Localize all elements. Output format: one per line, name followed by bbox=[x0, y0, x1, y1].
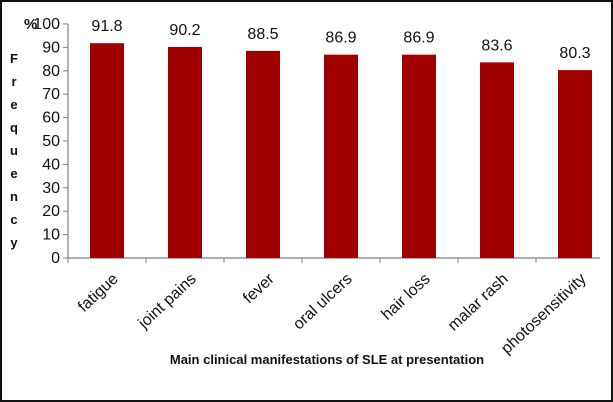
value-label-joint-pains: 90.2 bbox=[169, 22, 200, 39]
y-axis-title-letter: y bbox=[10, 235, 18, 250]
y-axis-title-letter: e bbox=[10, 166, 17, 181]
category-label-oral-ulcers: oral ulcers bbox=[290, 270, 356, 333]
y-axis: 0 10 20 30 40 50 60 70 80 90 100 bbox=[33, 16, 69, 267]
y-axis-title-letter: c bbox=[10, 212, 17, 227]
x-axis-ticks bbox=[67, 258, 537, 263]
y-tick-label: 80 bbox=[42, 63, 60, 80]
y-axis-title-letter: n bbox=[10, 189, 18, 204]
bar-fever bbox=[246, 50, 280, 258]
y-tick-label: 100 bbox=[33, 16, 60, 33]
y-axis-title-letter: q bbox=[10, 120, 18, 135]
value-labels: 91.8 90.2 88.5 86.9 86.9 83.6 80.3 bbox=[91, 18, 590, 62]
bars bbox=[90, 43, 592, 259]
x-axis bbox=[67, 257, 600, 263]
y-tick-label: 40 bbox=[42, 156, 60, 173]
category-label-malar-rash: malar rash bbox=[445, 270, 512, 334]
y-tick-label: 50 bbox=[42, 133, 60, 150]
y-axis-ticks: 0 10 20 30 40 50 60 70 80 90 100 bbox=[33, 16, 68, 267]
category-label-photosensitivity: photosensitivity bbox=[498, 270, 590, 357]
category-labels: fatigue joint pains fever oral ulcers hair l… bbox=[75, 270, 590, 357]
y-tick-label: 20 bbox=[42, 203, 60, 220]
y-axis-title-letter: r bbox=[11, 74, 16, 89]
bar-joint-pains bbox=[168, 46, 202, 258]
value-label-hair-loss: 86.9 bbox=[403, 30, 434, 47]
value-label-fever: 88.5 bbox=[247, 26, 278, 43]
y-tick-label: 10 bbox=[42, 227, 60, 244]
bar-hair-loss bbox=[402, 54, 436, 259]
value-label-oral-ulcers: 86.9 bbox=[325, 30, 356, 47]
y-tick-label: 90 bbox=[42, 39, 60, 56]
bar-malar-rash bbox=[480, 62, 514, 258]
y-axis-title-letter: e bbox=[10, 97, 17, 112]
y-axis-title-letter: F bbox=[10, 51, 18, 66]
x-axis-title: Main clinical manifestations of SLE at p… bbox=[170, 352, 484, 367]
y-tick-label: 60 bbox=[42, 110, 60, 127]
bar-oral-ulcers bbox=[324, 54, 358, 259]
y-axis-unit: % bbox=[24, 16, 37, 33]
category-label-fever: fever bbox=[240, 270, 278, 307]
y-tick-label: 30 bbox=[42, 180, 60, 197]
y-axis-title-letter: u bbox=[10, 143, 18, 158]
category-label-fatigue: fatigue bbox=[75, 270, 122, 315]
category-label-joint-pains: joint pains bbox=[135, 270, 200, 332]
value-label-photosensitivity: 80.3 bbox=[559, 45, 590, 62]
y-tick-label: 70 bbox=[42, 86, 60, 103]
y-tick-label: 0 bbox=[51, 250, 60, 267]
value-label-malar-rash: 83.6 bbox=[481, 37, 512, 54]
bar-photosensitivity bbox=[558, 70, 592, 259]
category-label-hair-loss: hair loss bbox=[379, 270, 434, 323]
bar-fatigue bbox=[90, 43, 124, 258]
value-label-fatigue: 91.8 bbox=[91, 18, 122, 35]
